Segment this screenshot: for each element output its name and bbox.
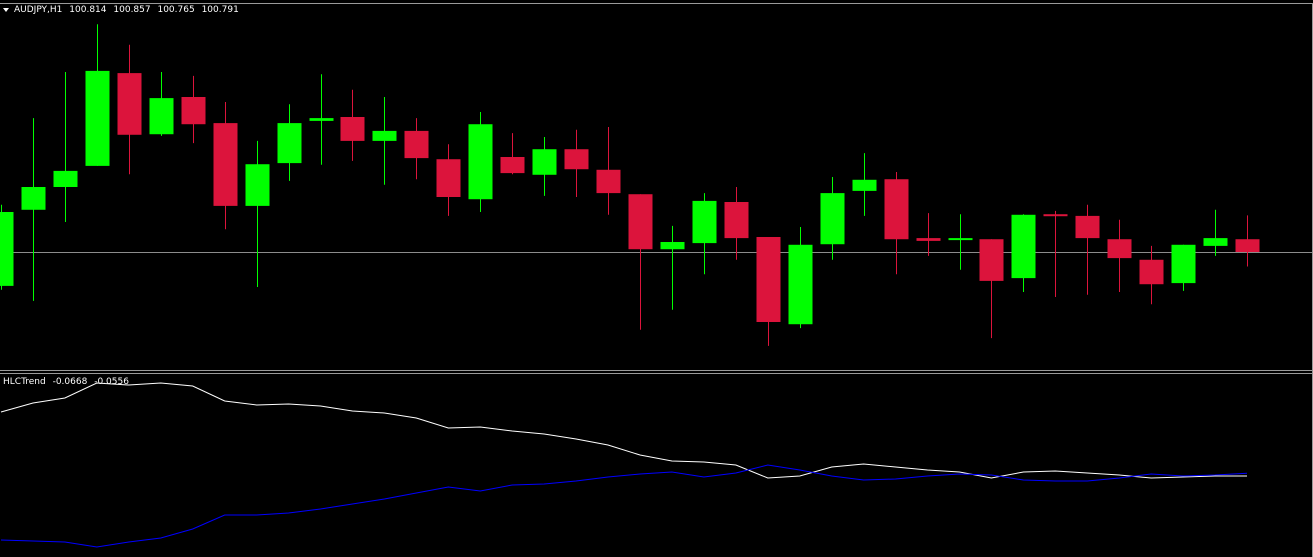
candle-body bbox=[85, 70, 110, 166]
candle-body bbox=[436, 159, 461, 197]
indicator-value: -0.0668 bbox=[52, 377, 88, 387]
candle-body bbox=[948, 238, 973, 241]
candle-body bbox=[21, 187, 46, 210]
candle-body bbox=[916, 238, 941, 241]
indicator-line bbox=[0, 382, 1247, 479]
candle-body bbox=[245, 164, 270, 206]
candle-body bbox=[404, 130, 429, 159]
candle-body bbox=[692, 200, 717, 244]
candle-body bbox=[1139, 259, 1164, 285]
price-header: AUDJPY,H1 100.814 100.857 100.765 100.79… bbox=[14, 5, 243, 16]
indicator-line bbox=[0, 464, 1248, 548]
candle-body bbox=[372, 130, 397, 141]
candle-body bbox=[1171, 244, 1196, 284]
candle-body bbox=[1203, 238, 1228, 246]
menu-triangle bbox=[3, 8, 9, 12]
candle-body bbox=[532, 149, 557, 175]
candle-body bbox=[500, 157, 525, 174]
candle-body bbox=[117, 73, 142, 135]
candle-body bbox=[1075, 215, 1100, 239]
candle-body bbox=[213, 123, 238, 206]
candle-body bbox=[0, 212, 14, 286]
high-value: 100.857 bbox=[113, 5, 151, 15]
candle-body bbox=[724, 202, 749, 239]
candle-body bbox=[1011, 214, 1036, 279]
close-value: 100.791 bbox=[201, 5, 239, 15]
candle-body bbox=[756, 237, 781, 322]
candle-body bbox=[820, 193, 845, 245]
symbol: AUDJPY,H1 bbox=[14, 5, 63, 15]
indicator-name: HLCTrend bbox=[3, 377, 46, 387]
candle-body bbox=[1235, 239, 1260, 252]
low-value: 100.765 bbox=[157, 5, 195, 15]
candle-body bbox=[468, 124, 493, 200]
candle-body bbox=[884, 179, 909, 240]
candle-body bbox=[564, 149, 589, 170]
candle-body bbox=[852, 179, 877, 191]
candle-body bbox=[660, 242, 685, 250]
candle-body bbox=[979, 239, 1004, 281]
candle-body bbox=[149, 98, 174, 135]
candle-body bbox=[309, 118, 334, 121]
indicator-header: HLCTrend -0.0668 -0.0556 bbox=[3, 377, 133, 388]
indicator-value: -0.0556 bbox=[94, 377, 129, 387]
candle-body bbox=[1107, 239, 1132, 259]
candle-body bbox=[277, 123, 302, 164]
candle-body bbox=[340, 117, 365, 141]
candle-body bbox=[596, 169, 621, 194]
candle-body bbox=[181, 97, 206, 125]
candle-body bbox=[53, 170, 78, 187]
open-value: 100.814 bbox=[69, 5, 107, 15]
candle-body bbox=[1043, 214, 1068, 217]
candle-body bbox=[788, 244, 813, 325]
candle-body bbox=[628, 194, 653, 250]
